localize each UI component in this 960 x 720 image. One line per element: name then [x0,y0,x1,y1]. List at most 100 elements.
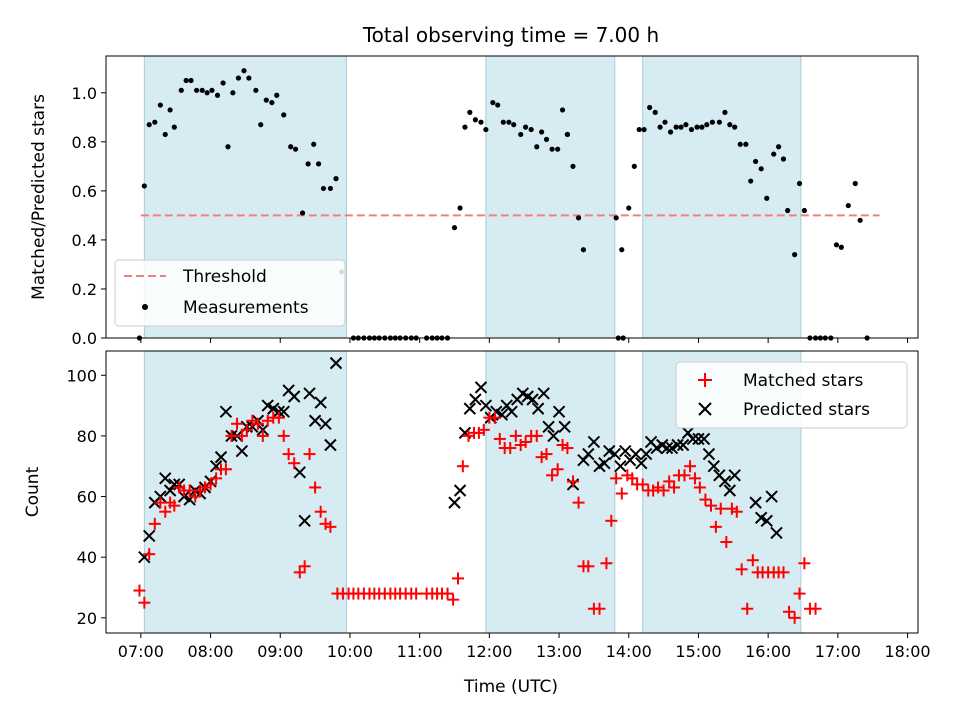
predicted-star-marker [558,420,571,434]
measurement-point [305,161,311,167]
predicted-star-marker [692,432,705,446]
measurement-point [678,124,684,130]
matched-star-marker [678,469,691,482]
measurement-point [299,210,306,216]
x-axis-label: Time (UTC) [463,677,558,697]
predicted-star-marker [143,529,156,543]
measurement-point [518,131,524,138]
marker-stroke [676,438,690,452]
measurement-point [626,205,632,211]
matched-star-marker [561,442,574,455]
y-tick-label: 0.2 [72,280,97,299]
measurement-point [575,215,582,221]
matched-star-marker [663,475,676,488]
y-tick-label: 0.8 [72,133,97,152]
measurement-point [737,141,743,147]
top-y-ticks: 0.0 0.2 0.4 0.6 0.8 1.0 [72,84,106,348]
y-tick-label: 60 [77,488,97,507]
marker-stroke [272,405,286,418]
marker-stroke [655,438,669,452]
measurement-point [845,202,851,209]
matched-star-marker [288,457,301,470]
shaded-interval [485,350,616,634]
marker-stroke [490,405,503,418]
matched-star-marker [314,505,327,518]
measurement-point [564,131,571,138]
predicted-star-marker [214,450,228,464]
marker-stroke [526,393,539,406]
marker-stroke [168,478,181,491]
matched-star-marker [504,442,517,455]
measurement-point [292,146,299,152]
marker-stroke [587,435,601,449]
predicted-star-marker [639,447,653,461]
marker-stroke [474,381,488,394]
matched-star-marker [143,548,156,561]
measurement-point [311,141,317,147]
predicted-star-marker [293,466,306,479]
measurement-point [467,109,473,115]
matched-star-marker [148,517,161,530]
marker-stroke [479,399,493,412]
matched-star-marker [519,435,532,448]
matched-star-marker [809,602,822,615]
marker-stroke [713,469,726,482]
top-panel: 0.0 0.2 0.4 0.6 0.8 1.0 Matched/Predicted sta… [29,55,919,348]
matched-star-marker [272,411,285,424]
predicted-star-marker [619,444,632,458]
measurement-point [235,75,242,81]
predicted-star-marker [587,435,601,449]
marker-stroke [692,432,705,446]
matched-star-marker [441,587,454,600]
measurement-point [320,185,327,192]
y-tick-label: 0.0 [72,329,97,348]
measurement-point [178,87,184,93]
legend-matched-label: Matched stars [743,371,863,391]
predicted-star-marker [552,405,566,418]
matched-star-marker [709,520,722,533]
measurement-point [641,126,647,133]
measurement-point [652,109,658,115]
x-tick-label: 15:00 [675,642,721,661]
matched-star-marker [159,505,172,518]
predicted-star-marker [159,472,172,485]
marker-stroke [235,444,249,458]
measurement-point [253,87,259,93]
predicted-star-marker [660,441,674,455]
matched-star-marker [219,463,232,476]
predicted-star-marker [676,438,690,452]
matched-star-marker [204,478,217,491]
y-tick-label: 100 [66,366,97,385]
measurement-point [613,215,619,221]
marker-stroke [558,420,571,434]
marker-stroke [537,387,550,400]
predicted-star-marker [671,438,684,452]
measurement-point [549,146,555,152]
predicted-star-marker [298,514,311,528]
matched-star-marker [183,484,196,497]
marker-stroke [542,420,555,434]
matched-star-marker [699,493,712,506]
predicted-star-marker [287,390,301,403]
marker-stroke [159,472,172,485]
matched-star-marker [605,514,618,527]
matched-star-marker [735,563,748,576]
marker-stroke [723,484,737,497]
matched-star-marker [324,520,337,533]
top-shaded-intervals [143,55,802,339]
measurement-point [743,141,749,147]
measurement-point [662,119,668,125]
measurement-point [801,207,807,214]
measurement-point [162,131,168,138]
predicted-star-marker [324,438,337,452]
measurement-point [288,144,294,150]
measurement-point [776,144,782,150]
matched-star-marker [231,417,244,430]
matched-star-marker [714,502,727,515]
marker-stroke [671,438,684,452]
measurement-point [758,166,764,172]
matched-star-marker [293,566,306,579]
matched-star-marker [777,566,790,579]
measurement-point [667,129,674,135]
marker-stroke [728,469,741,482]
